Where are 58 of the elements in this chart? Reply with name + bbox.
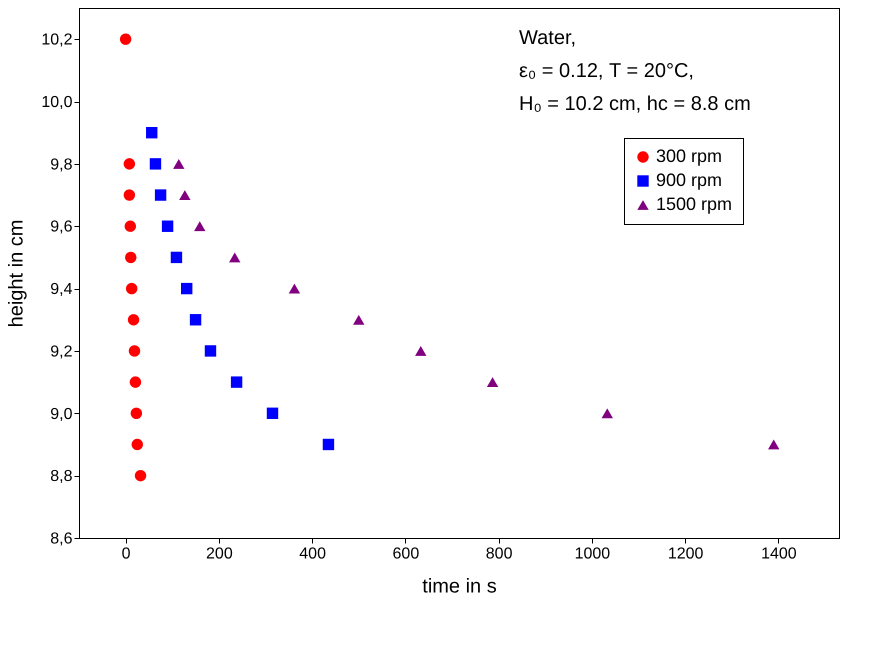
- point: [120, 33, 132, 45]
- point: [134, 470, 146, 482]
- y-tick-label: 10,0: [41, 94, 73, 112]
- point: [194, 221, 206, 232]
- point: [486, 377, 498, 388]
- legend-label: 300 rpm: [656, 146, 722, 166]
- point: [124, 158, 136, 170]
- y-tick-label: 9,2: [50, 343, 73, 360]
- point: [204, 345, 216, 357]
- y-tick-label: 9,0: [50, 406, 73, 423]
- point: [124, 220, 136, 232]
- point: [132, 438, 143, 450]
- x-tick-label: 1200: [668, 546, 704, 562]
- point: [173, 158, 184, 169]
- annotation: H₀ = 10.2 cm, hc = 8.8 cm: [519, 93, 751, 115]
- annotation: Water,: [519, 27, 576, 49]
- point: [602, 408, 613, 418]
- point: [128, 314, 140, 326]
- point: [125, 252, 136, 264]
- x-tick-label: 1400: [761, 546, 797, 562]
- point: [229, 252, 240, 262]
- x-axis-title: time in s: [422, 576, 497, 598]
- y-tick-label: 8,6: [50, 530, 73, 548]
- y-tick-label: 10,2: [41, 32, 73, 49]
- y-axis-title: height in cm: [5, 220, 28, 328]
- point: [179, 190, 191, 200]
- y-tick-label: 9,6: [50, 218, 73, 236]
- point: [150, 158, 162, 170]
- point: [170, 252, 182, 264]
- point: [181, 282, 192, 294]
- point: [353, 314, 364, 325]
- point: [130, 376, 142, 388]
- point: [415, 346, 426, 356]
- point: [162, 220, 174, 232]
- point: [126, 282, 138, 294]
- x-tick-label: 600: [392, 546, 420, 562]
- y-tick-label: 9,4: [50, 281, 73, 298]
- legend-label: 900 rpm: [656, 170, 722, 190]
- y-tick-label: 9,8: [50, 156, 73, 174]
- point: [124, 189, 136, 201]
- x-tick-label: 400: [299, 546, 326, 562]
- point: [130, 408, 142, 419]
- point: [146, 127, 158, 138]
- x-tick-label: 0: [122, 546, 131, 562]
- point: [768, 440, 780, 450]
- point: [190, 314, 202, 326]
- x-tick-label: 1000: [574, 546, 610, 562]
- point: [288, 284, 300, 294]
- point: [266, 408, 278, 419]
- legend-label: 1500 rpm: [656, 194, 732, 214]
- point: [230, 376, 242, 388]
- x-tick-label: 200: [206, 546, 233, 562]
- point: [154, 189, 166, 201]
- x-tick-label: 800: [486, 546, 513, 562]
- point: [128, 345, 140, 357]
- annotation: ε₀ = 0.12, T = 20°C,: [519, 60, 694, 82]
- point: [322, 438, 334, 450]
- y-tick-label: 8,8: [50, 468, 73, 486]
